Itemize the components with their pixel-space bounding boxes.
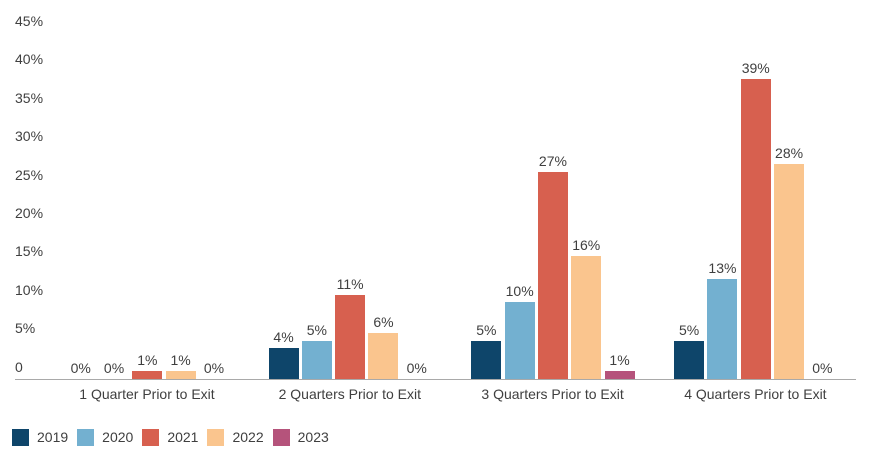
legend-item-2020: 2020 <box>77 429 133 446</box>
bar-2023 <box>604 371 635 379</box>
bar-value-label: 5% <box>306 322 327 338</box>
bar-slot-2022-group3: 16% <box>569 0 603 379</box>
bar-2021 <box>335 295 366 379</box>
x-axis-category-label: 3 Quarters Prior to Exit <box>481 386 624 402</box>
bar-2022 <box>165 371 196 379</box>
bar-slot-2023-group1: 0% <box>197 0 231 379</box>
bar-2019 <box>268 348 299 379</box>
bar-value-label: 0% <box>103 360 125 376</box>
bar-2021 <box>740 79 771 379</box>
bar-slot-2019-group4: 5% <box>672 0 706 379</box>
x-axis-category-label: 1 Quarter Prior to Exit <box>79 386 215 402</box>
bar-slot-2020-group3: 10% <box>503 0 537 379</box>
legend-item-2023: 2023 <box>272 429 329 446</box>
y-axis-tick-label: 30% <box>15 128 44 145</box>
bar-value-label: 1% <box>137 352 158 368</box>
y-axis-tick-label: 45% <box>15 12 44 29</box>
legend-label: 2020 <box>102 429 134 445</box>
legend-swatch-icon <box>142 429 160 446</box>
legend-swatch-icon <box>207 429 225 446</box>
bar-2019 <box>674 341 705 379</box>
bar-value-label: 11% <box>336 276 364 292</box>
legend-swatch-icon <box>12 429 29 446</box>
bar-slot-2021-group3: 27% <box>536 0 570 379</box>
y-axis-tick-label: 5% <box>15 320 36 337</box>
bar-value-label: 5% <box>476 322 497 338</box>
y-axis-tick-label: 40% <box>15 51 44 68</box>
legend-item-2019: 2019 <box>12 429 68 446</box>
bar-value-label: 10% <box>505 283 534 299</box>
bar-value-label: 6% <box>373 314 394 330</box>
bar-value-label: 28% <box>775 145 804 161</box>
chart-legend: 2019 2020 2021 2022 2023 <box>12 429 338 446</box>
bar-value-label: 0% <box>70 360 91 376</box>
bar-value-label: 1% <box>170 352 191 368</box>
bar-value-label: 5% <box>679 322 700 338</box>
bar-slot-2022-group1: 1% <box>164 0 198 379</box>
bar-slot-2021-group1: 1% <box>130 0 164 379</box>
bar-slot-2022-group2: 6% <box>366 0 400 379</box>
x-axis-line <box>15 379 856 380</box>
bar-slot-2023-group2: 0% <box>400 0 434 379</box>
bar-value-label: 0% <box>406 360 427 376</box>
y-axis-tick-label: 20% <box>15 204 44 221</box>
x-axis-category-label: 4 Quarters Prior to Exit <box>684 386 827 402</box>
y-axis-tick-label: 15% <box>15 243 44 260</box>
bar-slot-2023-group4: 0% <box>805 0 839 379</box>
bar-slot-2021-group4: 39% <box>739 0 773 379</box>
y-axis-tick-label: 25% <box>15 166 44 183</box>
bar-value-label: 4% <box>273 329 294 345</box>
bar-2019 <box>471 341 502 379</box>
bar-value-label: 39% <box>741 60 770 76</box>
legend-item-2022: 2022 <box>207 429 264 446</box>
legend-label: 2022 <box>232 429 264 445</box>
bar-slot-2022-group4: 28% <box>772 0 806 379</box>
legend-item-2021: 2021 <box>142 429 198 446</box>
bar-slot-2020-group1: 0% <box>97 0 131 379</box>
bar-value-label: 0% <box>203 360 225 376</box>
bar-value-label: 27% <box>538 153 567 169</box>
bar-slot-2021-group2: 11% <box>333 0 367 379</box>
bar-2021 <box>537 172 568 379</box>
bar-slot-2019-group1: 0% <box>64 0 98 379</box>
bar-2020 <box>707 279 738 379</box>
y-axis-tick-label: 0 <box>15 358 23 375</box>
bar-slot-2023-group3: 1% <box>603 0 637 379</box>
bar-2021 <box>132 371 163 379</box>
legend-label: 2019 <box>37 429 69 445</box>
bar-2020 <box>504 302 535 379</box>
y-axis-tick-label: 35% <box>15 89 44 106</box>
bar-value-label: 0% <box>812 360 833 376</box>
legend-swatch-icon <box>77 429 95 446</box>
legend-label: 2023 <box>297 429 329 445</box>
bar-slot-2020-group4: 13% <box>705 0 739 379</box>
bar-2022 <box>774 164 805 379</box>
bar-value-label: 1% <box>609 352 630 368</box>
bar-slot-2019-group3: 5% <box>469 0 503 379</box>
legend-label: 2021 <box>167 429 199 445</box>
bar-slot-2019-group2: 4% <box>267 0 301 379</box>
bar-2020 <box>301 341 332 379</box>
y-axis-tick-label: 10% <box>15 281 44 298</box>
x-axis-category-label: 2 Quarters Prior to Exit <box>278 386 421 402</box>
bar-2022 <box>571 256 602 379</box>
bar-slot-2020-group2: 5% <box>300 0 334 379</box>
bar-value-label: 16% <box>572 237 601 253</box>
legend-swatch-icon <box>272 429 290 446</box>
bar-value-label: 13% <box>708 260 737 276</box>
bar-2022 <box>368 333 399 379</box>
